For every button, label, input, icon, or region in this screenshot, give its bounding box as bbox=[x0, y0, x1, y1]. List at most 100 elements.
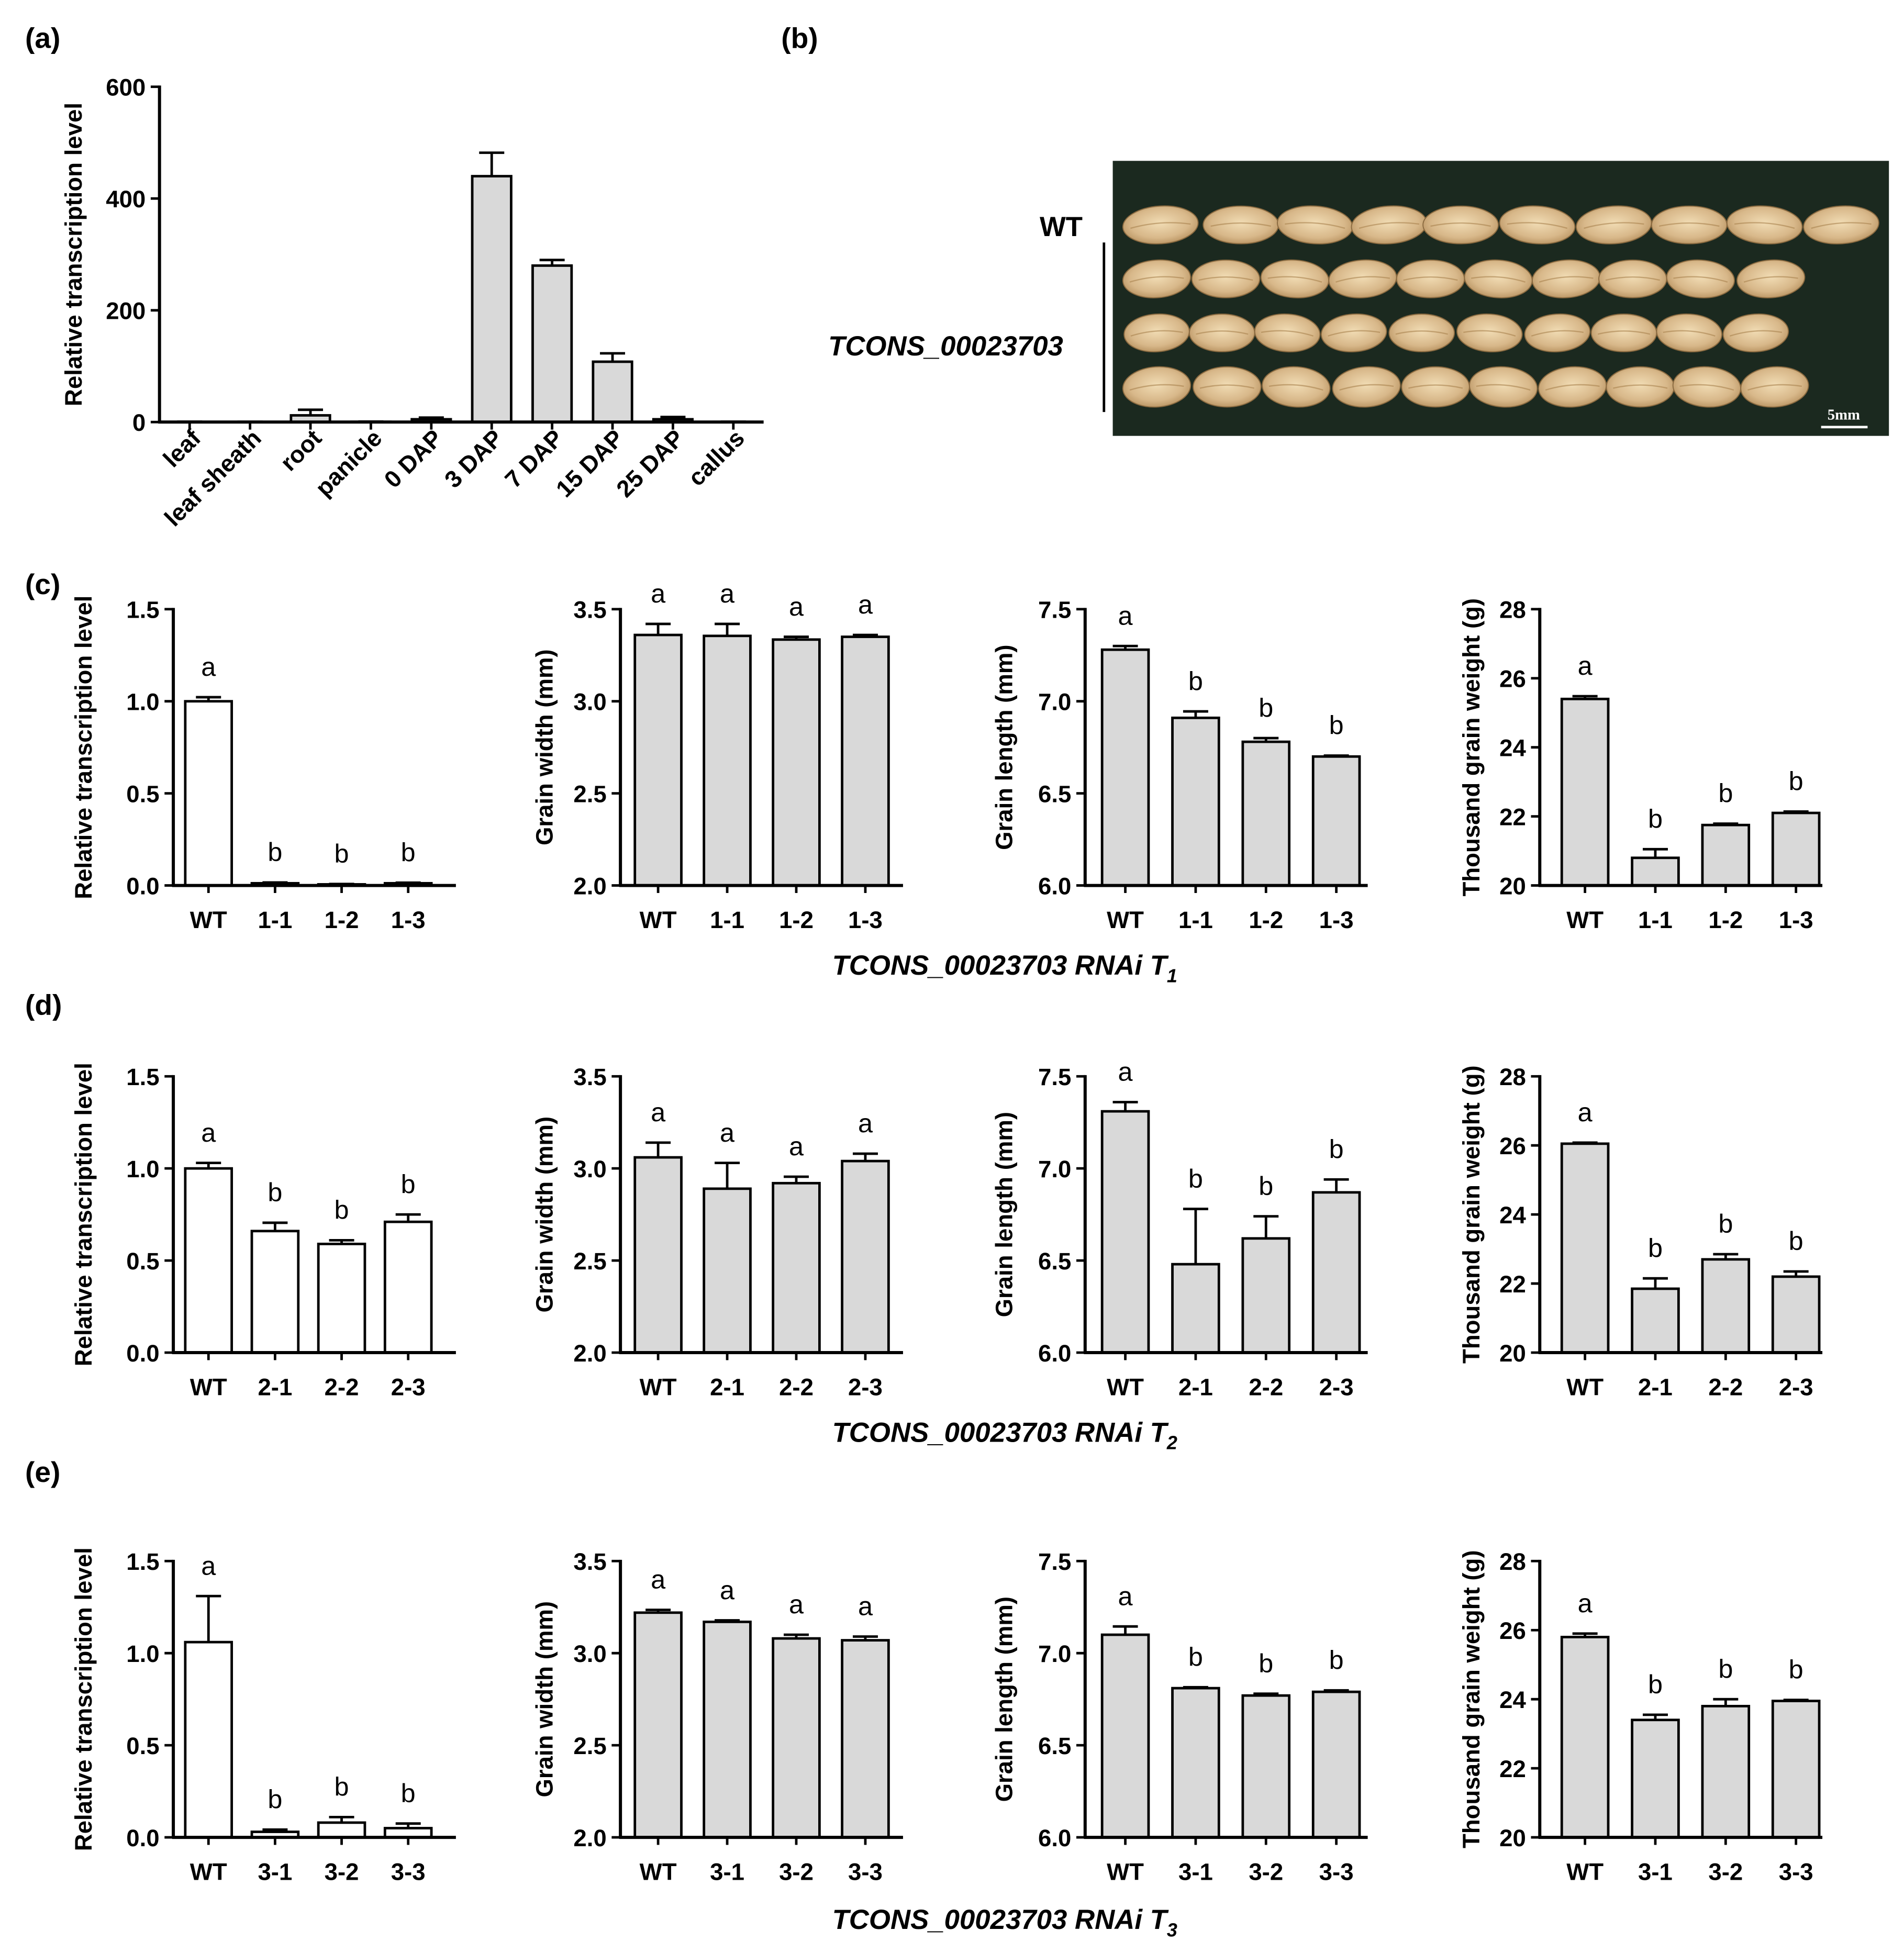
significance-letter: b bbox=[1718, 778, 1733, 808]
rice-grain-body bbox=[1193, 366, 1262, 408]
rice-grain-groove bbox=[1613, 384, 1668, 389]
bar bbox=[1631, 1287, 1680, 1354]
y-axis-label: Grain width (mm) bbox=[531, 1601, 558, 1798]
rice-grain-groove bbox=[1729, 330, 1783, 337]
rice-grain bbox=[1590, 314, 1657, 352]
y-axis-label: Relative transcription level bbox=[70, 1547, 97, 1851]
significance-letter: a bbox=[789, 1131, 804, 1161]
rice-grain bbox=[1464, 259, 1533, 298]
panel-label-c: (c) bbox=[25, 568, 60, 600]
bar bbox=[772, 1637, 821, 1839]
rice-grain-groove bbox=[1130, 222, 1191, 229]
bar-chart: WT a 3-1 a 3-2 a 3-3 a 2.0 2.5 3.0 3.5 Grain width (… bbox=[531, 1548, 903, 1885]
bar bbox=[471, 175, 513, 423]
rice-grain bbox=[1598, 259, 1667, 298]
bar bbox=[1241, 1694, 1291, 1839]
bar bbox=[633, 1156, 683, 1354]
x-tick-label: 3-2 bbox=[1708, 1859, 1743, 1885]
rice-grain bbox=[1803, 205, 1879, 244]
significance-letter: b bbox=[268, 837, 282, 867]
x-tick-label: root bbox=[275, 425, 327, 476]
x-tick-label: 2-2 bbox=[1249, 1374, 1283, 1401]
rice-grain bbox=[1396, 259, 1465, 298]
y-tick-label: 1.0 bbox=[126, 1156, 159, 1182]
rice-grain-body bbox=[1469, 366, 1538, 408]
significance-letter: a bbox=[1578, 1588, 1593, 1618]
y-tick-label: 3.0 bbox=[573, 1640, 606, 1667]
rice-grain bbox=[1469, 366, 1538, 408]
rice-grain bbox=[1193, 366, 1262, 408]
x-tick-label: WT bbox=[640, 1374, 677, 1401]
rice-grain bbox=[1401, 366, 1470, 408]
y-tick-label: 3.5 bbox=[573, 1548, 606, 1575]
y-tick-label: 0.5 bbox=[126, 1733, 159, 1759]
rice-grain-body bbox=[1122, 366, 1192, 408]
y-tick-label: 2.5 bbox=[573, 1248, 606, 1275]
y-axis-label: Relative transcription level bbox=[60, 103, 87, 406]
bar bbox=[1171, 1687, 1220, 1839]
significance-letter: b bbox=[1648, 1669, 1663, 1699]
x-tick-label: 3-1 bbox=[1638, 1859, 1673, 1885]
bar bbox=[841, 1159, 890, 1354]
x-tick-label: 2-2 bbox=[779, 1374, 814, 1401]
rice-grain bbox=[1740, 366, 1809, 408]
bar-chart: WT a 1-1 a 1-2 a 1-3 a 2.0 2.5 3.0 3.5 Grain width (… bbox=[531, 578, 903, 933]
bar bbox=[1311, 755, 1361, 887]
bar-chart: WT a 3-1 b 3-2 b 3-3 b 20 22 24 26 28 Thousand grain … bbox=[1458, 1548, 1823, 1885]
panel-label-d: (d) bbox=[25, 989, 62, 1021]
x-tick-label: 25 DAP bbox=[611, 425, 689, 503]
y-tick-label: 22 bbox=[1499, 1756, 1526, 1782]
rice-grain bbox=[1722, 313, 1789, 353]
rice-grain-groove bbox=[1545, 384, 1600, 391]
significance-letter: b bbox=[1718, 1654, 1733, 1683]
rice-grain-body bbox=[1388, 314, 1455, 352]
rice-grain bbox=[1122, 205, 1199, 244]
y-tick-label: 3.0 bbox=[573, 1156, 606, 1182]
x-tick-label: 2-1 bbox=[258, 1374, 292, 1401]
significance-letter: b bbox=[268, 1177, 282, 1207]
bar bbox=[1771, 1700, 1821, 1839]
bar bbox=[633, 1611, 683, 1839]
bar bbox=[1560, 1142, 1610, 1354]
x-tick-label: WT bbox=[190, 907, 227, 933]
y-tick-label: 26 bbox=[1499, 1617, 1526, 1644]
x-tick-label: 1-1 bbox=[1638, 907, 1673, 933]
rice-grain-groove bbox=[1359, 222, 1420, 229]
x-tick-label: callus bbox=[683, 425, 749, 491]
significance-letter: b bbox=[1648, 804, 1663, 834]
y-axis-label: Thousand grain weight (g) bbox=[1458, 598, 1485, 897]
y-tick-label: 2.0 bbox=[573, 873, 606, 899]
bar bbox=[703, 1187, 752, 1354]
y-tick-label: 0.5 bbox=[126, 780, 159, 807]
significance-letter: b bbox=[401, 1778, 416, 1808]
bar-chart: WT a 3-1 b 3-2 b 3-3 b 6.0 6.5 7.0 7.5 Grain length … bbox=[991, 1548, 1368, 1885]
bar bbox=[1701, 1258, 1751, 1354]
rice-grain bbox=[1672, 366, 1741, 408]
x-tick-label: 3-3 bbox=[1779, 1859, 1813, 1885]
x-tick-label: 1-1 bbox=[1178, 907, 1213, 933]
bar bbox=[184, 1640, 233, 1839]
rice-grain bbox=[1122, 366, 1192, 408]
y-tick-label: 28 bbox=[1499, 1548, 1526, 1575]
y-tick-label: 3.5 bbox=[573, 597, 606, 623]
x-tick-label: 1-2 bbox=[325, 907, 359, 933]
bar bbox=[1171, 1263, 1220, 1354]
y-tick-label: 6.5 bbox=[1038, 780, 1071, 807]
significance-letter: b bbox=[268, 1784, 282, 1814]
y-tick-label: 0.0 bbox=[126, 1825, 159, 1851]
x-tick-label: 2-2 bbox=[325, 1374, 359, 1401]
panel-label-a: (a) bbox=[25, 21, 60, 54]
rice-grain bbox=[1422, 205, 1499, 244]
group-x-axis-label-subscript: 3 bbox=[1167, 1919, 1177, 1941]
x-tick-label: 1-3 bbox=[1319, 907, 1354, 933]
x-tick-label: 2-3 bbox=[1319, 1374, 1354, 1401]
bar bbox=[1311, 1191, 1361, 1354]
group-x-axis-label-t3: TCONS_00023703 RNAi T3 bbox=[832, 1904, 1177, 1940]
rice-grain bbox=[1656, 313, 1722, 353]
significance-letter: b bbox=[1259, 1648, 1273, 1678]
y-tick-label: 7.0 bbox=[1038, 1640, 1071, 1667]
rice-grain-groove bbox=[1747, 384, 1802, 391]
significance-letter: a bbox=[720, 1575, 735, 1605]
rice-grain bbox=[1524, 313, 1591, 353]
significance-letter: a bbox=[720, 1118, 735, 1147]
